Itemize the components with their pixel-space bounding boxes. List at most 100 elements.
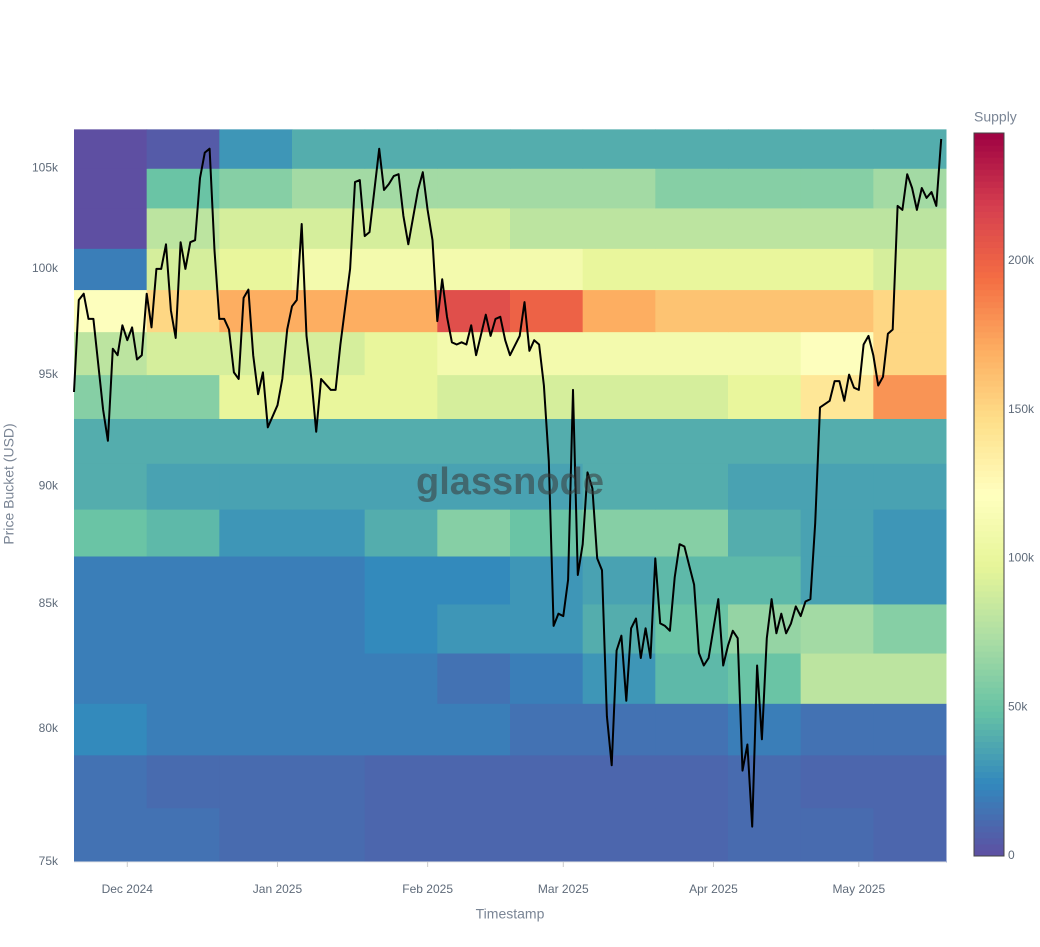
colorbar-swatch bbox=[974, 705, 1004, 712]
heatmap-cell bbox=[582, 754, 656, 809]
colorbar-swatch bbox=[974, 524, 1004, 532]
heatmap-cell bbox=[364, 703, 438, 756]
heatmap-cell bbox=[437, 555, 511, 605]
colorbar-swatch bbox=[974, 205, 1004, 212]
colorbar-swatch bbox=[974, 825, 1004, 833]
heatmap-cell bbox=[873, 248, 947, 291]
heatmap-cell bbox=[800, 129, 874, 169]
colorbar-swatch bbox=[974, 578, 1004, 586]
heatmap-cell bbox=[146, 509, 220, 557]
heatmap-cell bbox=[364, 374, 438, 419]
colorbar-swatch bbox=[974, 301, 1004, 309]
heatmap-cell bbox=[728, 703, 802, 756]
colorbar-swatch bbox=[974, 681, 1004, 688]
colorbar-tick-label: 0 bbox=[1008, 848, 1015, 862]
heatmap-cell bbox=[74, 463, 148, 510]
heatmap-cell bbox=[873, 289, 947, 333]
colorbar-swatch bbox=[974, 651, 1004, 658]
heatmap-cell bbox=[800, 807, 874, 863]
colorbar-swatch bbox=[974, 500, 1004, 508]
colorbar-swatch bbox=[974, 741, 1004, 749]
heatmap-cell bbox=[873, 418, 947, 464]
heatmap-cell bbox=[292, 374, 366, 419]
colorbar-swatch bbox=[974, 452, 1004, 459]
heatmap-cell bbox=[510, 168, 584, 209]
heatmap-cell bbox=[364, 289, 438, 333]
x-tick-label: May 2025 bbox=[832, 882, 885, 896]
heatmap-cell bbox=[292, 129, 366, 169]
colorbar-swatch bbox=[974, 621, 1004, 628]
y-axis-title: Price Bucket (USD) bbox=[1, 423, 17, 544]
heatmap-cell bbox=[437, 248, 511, 291]
colorbar-tick-label: 50k bbox=[1008, 699, 1028, 713]
colorbar-swatch bbox=[974, 247, 1004, 254]
x-axis-title: Timestamp bbox=[476, 906, 545, 922]
colorbar-swatch bbox=[974, 819, 1004, 827]
heatmap-cell bbox=[582, 374, 656, 419]
colorbar-swatch bbox=[974, 404, 1004, 411]
colorbar-swatch bbox=[974, 566, 1004, 574]
heatmap-cell bbox=[655, 509, 729, 557]
heatmap-cell bbox=[292, 418, 366, 464]
heatmap-cell bbox=[510, 807, 584, 863]
heatmap-cell bbox=[800, 754, 874, 809]
heatmap-cell bbox=[800, 168, 874, 209]
heatmap-cell bbox=[219, 248, 293, 291]
colorbar-swatch bbox=[974, 675, 1004, 682]
colorbar-swatch bbox=[974, 470, 1004, 477]
heatmap-cell bbox=[74, 509, 148, 557]
heatmap-cell bbox=[582, 463, 656, 510]
heatmap-cell bbox=[74, 207, 148, 249]
heatmap-cell bbox=[146, 418, 220, 464]
colorbar-swatch bbox=[974, 277, 1004, 285]
heatmap-cell bbox=[800, 603, 874, 654]
heatmap-cell bbox=[510, 754, 584, 809]
heatmap-cell bbox=[74, 754, 148, 809]
colorbar-swatch bbox=[974, 133, 1004, 140]
price-line bbox=[73, 138, 943, 828]
heatmap-cell bbox=[292, 555, 366, 605]
colorbar-swatch bbox=[974, 259, 1004, 267]
heatmap-cell bbox=[728, 207, 802, 249]
heatmap-cell bbox=[292, 509, 366, 557]
heatmap-cell bbox=[510, 703, 584, 756]
heatmap-cell bbox=[219, 703, 293, 756]
heatmap-cell bbox=[728, 289, 802, 333]
colorbar-swatch bbox=[974, 416, 1004, 423]
colorbar-swatch bbox=[974, 633, 1004, 640]
colorbar-swatch bbox=[974, 331, 1004, 339]
heatmap bbox=[74, 129, 947, 863]
colorbar-swatch bbox=[974, 518, 1004, 526]
colorbar-swatch bbox=[974, 837, 1004, 845]
colorbar-swatch bbox=[974, 428, 1004, 435]
colorbar-swatch bbox=[974, 235, 1004, 242]
colorbar-swatch bbox=[974, 560, 1004, 568]
heatmap-cell bbox=[74, 129, 148, 169]
heatmap-cell bbox=[146, 463, 220, 510]
heatmap-cell bbox=[292, 463, 366, 510]
colorbar-swatch bbox=[974, 410, 1004, 417]
colorbar-swatch bbox=[974, 747, 1004, 755]
colorbar-swatch bbox=[974, 289, 1004, 297]
heatmap-cell bbox=[800, 289, 874, 333]
colorbar-swatch bbox=[974, 145, 1004, 152]
heatmap-cell bbox=[510, 207, 584, 249]
colorbar-swatch bbox=[974, 801, 1004, 809]
heatmap-cell bbox=[655, 555, 729, 605]
heatmap-cell bbox=[582, 248, 656, 291]
heatmap-cell bbox=[364, 207, 438, 249]
heatmap-cell bbox=[292, 331, 366, 376]
colorbar-swatch bbox=[974, 139, 1004, 146]
colorbar-swatch bbox=[974, 157, 1004, 164]
colorbar-swatch bbox=[974, 512, 1004, 520]
heatmap-cell bbox=[364, 653, 438, 704]
heatmap-cell bbox=[873, 555, 947, 605]
heatmap-cell bbox=[437, 374, 511, 419]
colorbar-swatch bbox=[974, 380, 1004, 387]
colorbar-swatch bbox=[974, 253, 1004, 261]
colorbar-swatch bbox=[974, 759, 1004, 767]
colorbar-swatch bbox=[974, 488, 1004, 495]
watermark: glassnode bbox=[416, 461, 604, 503]
heatmap-cell bbox=[873, 207, 947, 249]
